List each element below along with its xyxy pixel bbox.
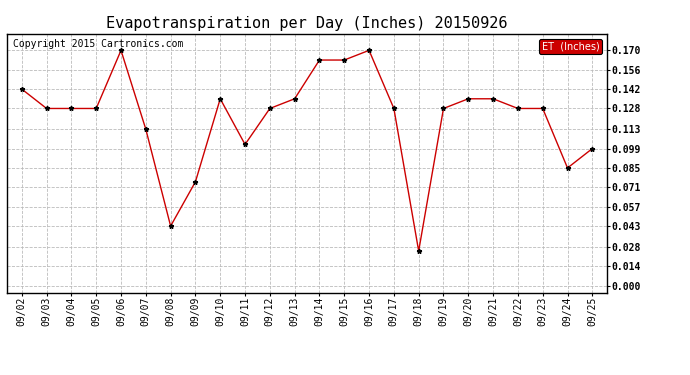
Title: Evapotranspiration per Day (Inches) 20150926: Evapotranspiration per Day (Inches) 2015… bbox=[106, 16, 508, 31]
Legend: ET  (Inches): ET (Inches) bbox=[539, 39, 602, 54]
Text: Copyright 2015 Cartronics.com: Copyright 2015 Cartronics.com bbox=[13, 39, 184, 49]
